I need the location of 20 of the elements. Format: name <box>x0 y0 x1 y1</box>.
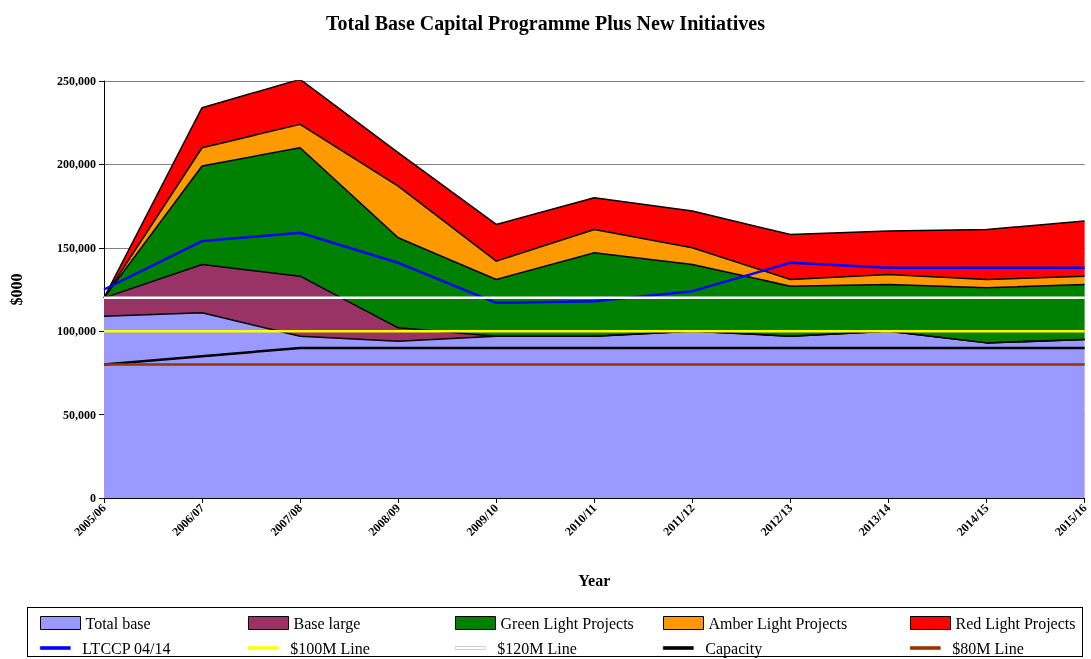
legend-label: $100M Line <box>290 639 370 657</box>
y-tick-label: 0 <box>90 491 96 505</box>
legend-label: Capacity <box>705 639 763 658</box>
y-tick-label: 150,000 <box>57 240 96 255</box>
legend-label: Red Light Projects <box>955 614 1076 633</box>
legend-label: Base large <box>293 614 361 633</box>
legend-label: LTCCP 04/14 <box>82 639 171 657</box>
chart-title: Total Base Capital Programme Plus New Initiatives <box>326 12 766 35</box>
y-tick-label: 200,000 <box>57 157 96 172</box>
legend-label: Total base <box>85 614 151 632</box>
legend-label: $80M Line <box>952 639 1024 657</box>
x-axis-title: Year <box>578 571 611 589</box>
line-series <box>102 231 1086 305</box>
y-tick-label: 250,000 <box>57 74 96 88</box>
y-axis-title: $000 <box>7 273 25 306</box>
y-tick-label: 50,000 <box>63 407 96 422</box>
legend-label: Amber Light Projects <box>708 614 848 633</box>
legend-label: $120M Line <box>497 639 577 657</box>
legend-label: Green Light Projects <box>500 614 634 633</box>
y-tick-label: 100,000 <box>57 324 96 339</box>
